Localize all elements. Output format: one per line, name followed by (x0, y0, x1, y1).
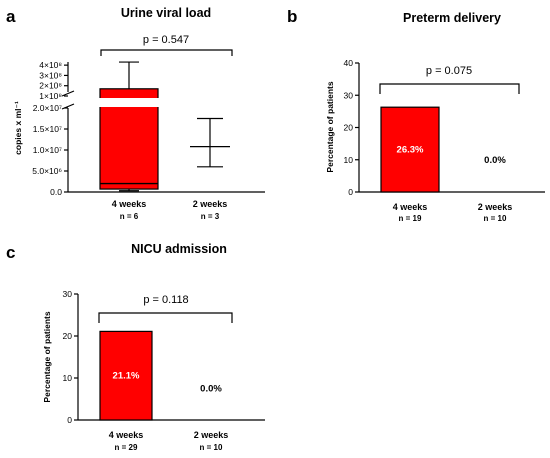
chart-title: NICU admission (131, 242, 227, 256)
y-tick-label: 0 (348, 187, 353, 197)
y-tick-label: 1.0×10⁷ (33, 145, 62, 155)
category-label-2-weeks: 2 weeks (478, 202, 513, 212)
n-label-4-weeks: n = 29 (115, 443, 138, 452)
y-tick-label: 10 (63, 373, 73, 383)
y-tick-label: 1.5×10⁷ (33, 124, 62, 134)
axis-break-mark-upper (61, 90, 75, 97)
category-label-4-weeks: 4 weeks (112, 199, 147, 209)
y-tick-label: 20 (63, 331, 73, 341)
n-label-4-weeks: n = 6 (120, 212, 139, 221)
bar-4-weeks (99, 330, 153, 421)
y-axis-label: Percentage of patients (42, 311, 52, 402)
p-value-label: p = 0.547 (143, 34, 189, 46)
significance-bracket (100, 49, 233, 56)
p-value-label: p = 0.075 (426, 65, 472, 77)
axis-break-gap (99, 98, 159, 107)
y-ticks: 0 10 20 30 40 (344, 58, 359, 197)
category-label-4-weeks: 4 weeks (109, 430, 144, 440)
y-tick-label: 30 (63, 289, 73, 299)
bars: 26.3% 0.0% (380, 106, 506, 193)
category-label-4-weeks: 4 weeks (393, 202, 428, 212)
category-label-2-weeks: 2 weeks (194, 430, 229, 440)
panel-b-preterm-delivery: b Preterm delivery Percentage of patient… (287, 7, 545, 223)
y-tick-label: 40 (344, 58, 354, 68)
y-axis-label: Percentage of patients (325, 81, 335, 172)
bars: 21.1% 0.0% (99, 330, 222, 421)
y-tick-label: 30 (344, 90, 354, 100)
panel-letter-b: b (287, 7, 297, 26)
y-tick-label: 0.0 (50, 187, 62, 197)
y-tick-label: 2.0×10⁷ (33, 103, 62, 113)
y-tick-label: 0 (67, 415, 72, 425)
category-label-2-weeks: 2 weeks (193, 199, 228, 209)
y-tick-label: 5.0×10⁶ (32, 166, 62, 176)
y-tick-label: 4×10⁸ (39, 60, 62, 70)
n-label-2-weeks: n = 10 (200, 443, 223, 452)
y-axis-label: copies x ml⁻¹ (13, 101, 23, 155)
y-tick-label: 10 (344, 155, 354, 165)
bar-4-weeks (380, 106, 440, 193)
y-ticks: 0 10 20 30 (63, 289, 78, 425)
chart-title: Preterm delivery (403, 11, 501, 25)
n-label-2-weeks: n = 3 (201, 212, 220, 221)
data-label: 26.3% (397, 145, 424, 156)
chart-title: Urine viral load (121, 6, 211, 20)
box-plots (99, 61, 230, 192)
panel-letter-a: a (6, 7, 16, 26)
y-tick-label: 2×10⁸ (39, 81, 62, 91)
data-label: 0.0% (484, 155, 506, 166)
significance-bracket (98, 312, 233, 323)
y-tick-label: 1×10⁸ (39, 91, 62, 101)
n-label-4-weeks: n = 19 (399, 214, 422, 223)
panel-c-nicu-admission: c NICU admission Percentage of patients … (6, 242, 265, 452)
data-label: 0.0% (200, 384, 222, 395)
n-label-2-weeks: n = 10 (484, 214, 507, 223)
y-tick-label: 3×10⁸ (39, 70, 62, 80)
panel-letter-c: c (6, 243, 15, 262)
y-ticks: 0.0 5.0×10⁶ 1.0×10⁷ 1.5×10⁷ 2.0×10⁷ 1×10⁸2×10… (32, 60, 68, 197)
significance-bracket (379, 83, 520, 94)
data-label: 21.1% (113, 371, 140, 382)
panel-a-urine-viral-load: a Urine viral load copies x ml⁻¹ 0.0 5.0×… (6, 6, 265, 221)
y-tick-label: 20 (344, 123, 354, 133)
p-value-label: p = 0.118 (143, 294, 188, 306)
